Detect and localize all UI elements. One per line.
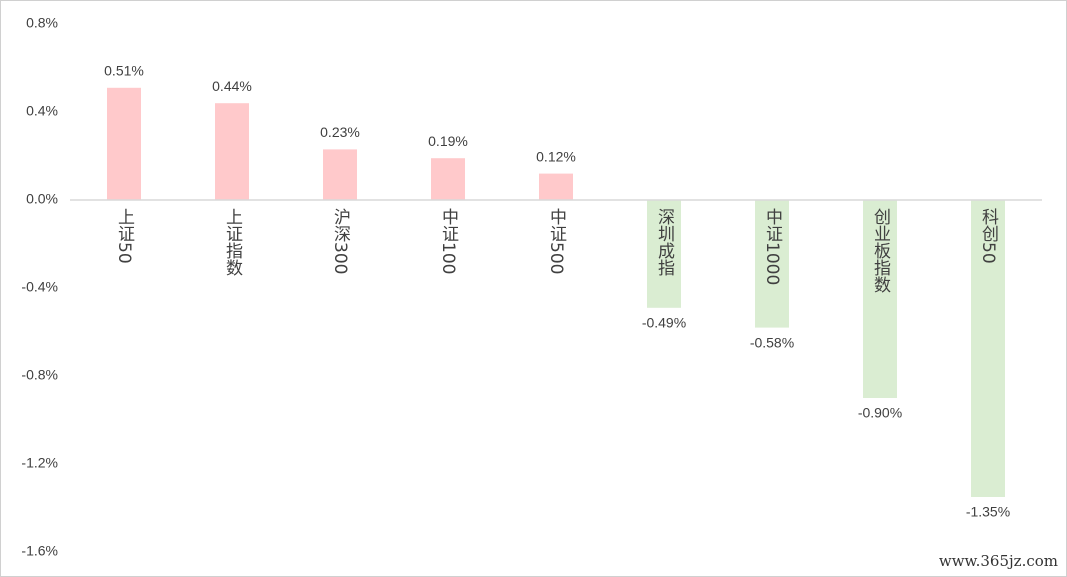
y-tick-label: -0.4%: [21, 279, 58, 295]
y-tick-label: -1.2%: [21, 455, 58, 471]
value-label: 0.12%: [536, 148, 576, 164]
bar: [107, 87, 141, 200]
bar: [755, 200, 789, 328]
bar: [215, 103, 249, 200]
bar: [647, 200, 681, 308]
bar: [431, 158, 465, 200]
value-label: -0.90%: [858, 405, 902, 421]
value-label: 0.19%: [428, 133, 468, 149]
value-label: -0.49%: [642, 315, 686, 331]
y-tick-label: -0.8%: [21, 367, 58, 383]
x-tick-label: 中证500: [546, 208, 567, 274]
value-label: 0.44%: [212, 78, 252, 94]
y-tick-label: 0.0%: [26, 191, 58, 207]
watermark: www.365jz.com: [939, 552, 1058, 570]
x-tick-label: 深圳成指: [654, 208, 675, 277]
bar: [323, 149, 357, 200]
value-label: 0.51%: [104, 63, 144, 79]
y-tick-label: 0.4%: [26, 103, 58, 119]
x-tick-label: 沪深300: [330, 208, 351, 274]
bar: [971, 200, 1005, 497]
x-tick-label: 中证1000: [762, 208, 783, 285]
x-tick-label: 创业板指数: [870, 208, 891, 293]
value-label: -1.35%: [966, 504, 1010, 520]
y-tick-label: 0.8%: [26, 15, 58, 31]
x-tick-label: 上证50: [114, 208, 135, 264]
y-tick-label: -1.6%: [21, 543, 58, 559]
x-tick-label: 上证指数: [222, 208, 243, 276]
bar: [539, 173, 573, 200]
x-tick-label: 中证100: [438, 208, 459, 274]
value-label: 0.23%: [320, 124, 360, 140]
value-label: -0.58%: [750, 334, 794, 350]
bar: [863, 200, 897, 398]
x-tick-label: 科创50: [978, 208, 999, 264]
